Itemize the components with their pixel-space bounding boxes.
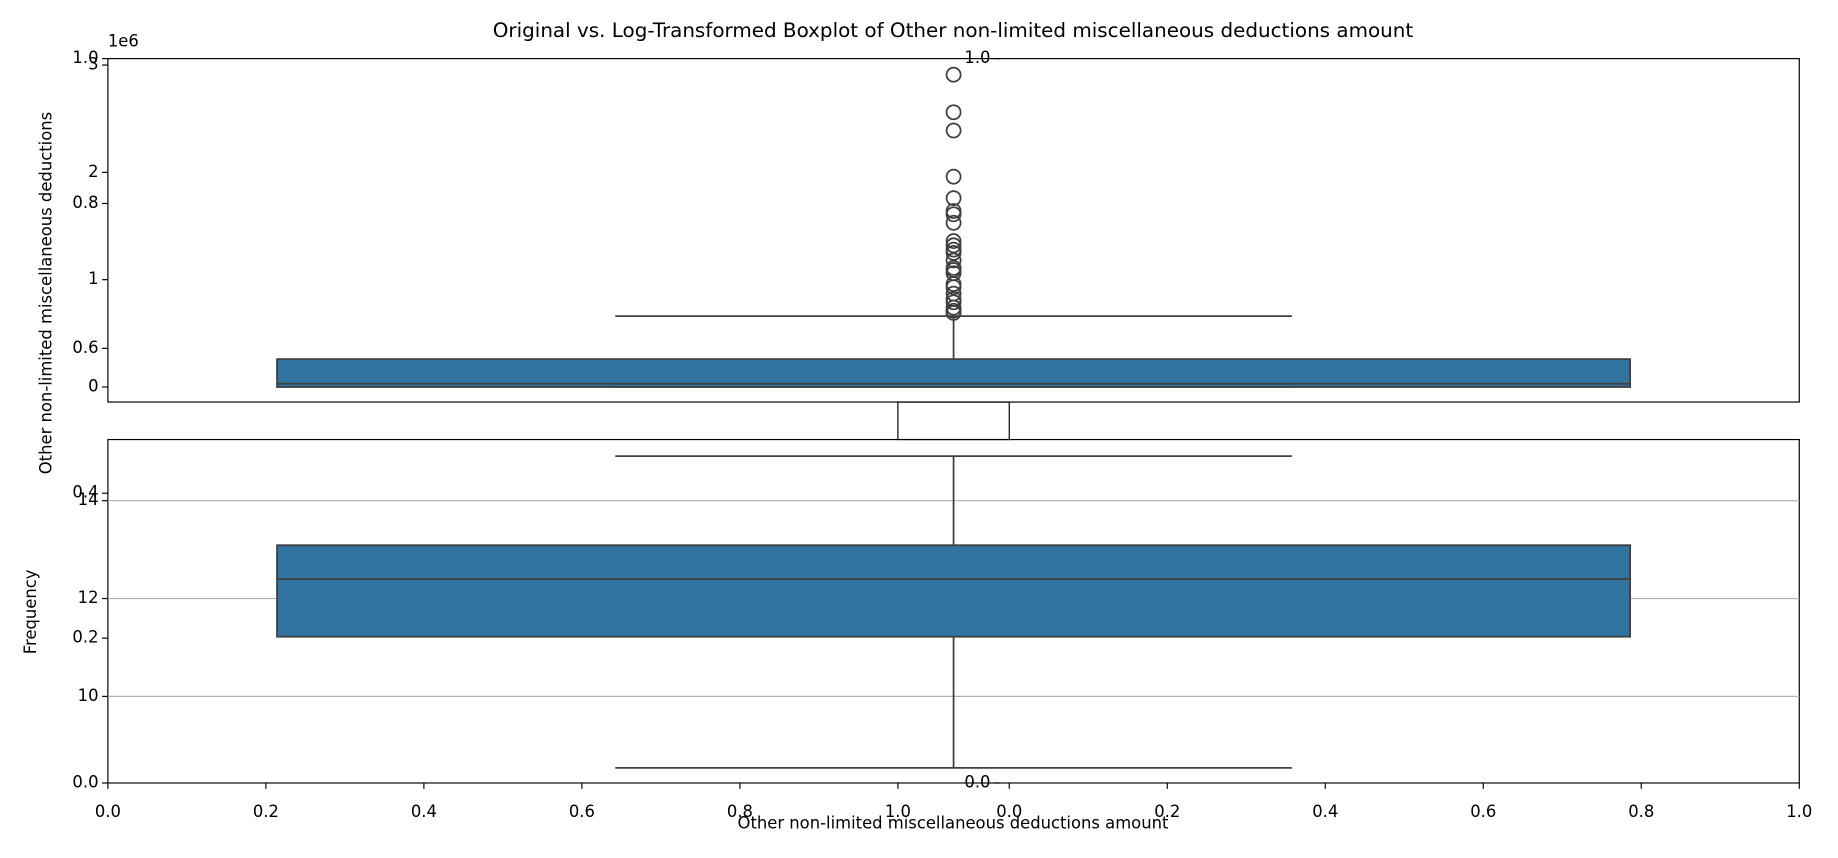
y-tick-label: 0.0 xyxy=(72,772,98,791)
outlier xyxy=(945,66,962,83)
outlier xyxy=(945,237,962,254)
x-tick-label: 0.2 xyxy=(253,802,279,821)
y-tick-label: 0.4 xyxy=(72,483,98,502)
y-axis-label: Frequency xyxy=(21,569,40,654)
outlier xyxy=(945,104,962,121)
y-tick-label: 1.0 xyxy=(964,48,990,67)
y-tick-label: 0.8 xyxy=(72,193,98,212)
x-tick-label: 0.8 xyxy=(1628,802,1654,821)
outlier xyxy=(945,305,962,321)
inset-frame xyxy=(897,401,1010,441)
y-tick-label: 12 xyxy=(78,588,99,607)
y-tick-label: 0.2 xyxy=(72,628,98,647)
outlier xyxy=(945,279,962,296)
x-tick-label: 0.6 xyxy=(1470,802,1496,821)
outlier xyxy=(945,252,962,269)
y-axis-label: Other non-limited miscellaneous deductio… xyxy=(36,112,55,474)
x-tick-label: 1.0 xyxy=(885,802,911,821)
box xyxy=(276,358,1632,388)
chart-title: Original vs. Log-Transformed Boxplot of … xyxy=(493,19,1414,42)
x-tick-label: 0.0 xyxy=(996,802,1022,821)
y-tick-label: 0 xyxy=(88,377,98,396)
y-tick-label: 1 xyxy=(88,269,98,288)
y-tick-label: 1.0 xyxy=(72,48,98,67)
x-tick-label: 0.8 xyxy=(727,802,753,821)
x-tick-label: 0.0 xyxy=(95,802,121,821)
outlier xyxy=(945,233,962,249)
y-tick-label: 14 xyxy=(78,490,99,509)
outlier xyxy=(945,294,962,311)
y-tick-label: 3 xyxy=(88,55,98,74)
x-tick-label: 1.0 xyxy=(1786,802,1812,821)
x-tick-label: 0.4 xyxy=(1312,802,1338,821)
offset-label: 1e6 xyxy=(108,32,139,51)
x-axis-label: Other non-limited miscellaneous deductio… xyxy=(738,814,1169,833)
outlier xyxy=(945,214,962,231)
outlier xyxy=(945,244,962,261)
outlier xyxy=(945,190,962,207)
box xyxy=(276,544,1632,638)
y-tick-label: 0.6 xyxy=(72,338,98,357)
outlier xyxy=(945,122,962,139)
y-tick-label: 0.0 xyxy=(964,772,990,791)
x-tick-label: 0.2 xyxy=(1154,802,1180,821)
top-axes-frame xyxy=(107,58,1800,403)
y-tick-label: 10 xyxy=(78,686,99,705)
x-tick-label: 0.4 xyxy=(411,802,437,821)
bottom-axes-frame xyxy=(107,438,1800,784)
outlier xyxy=(945,168,962,185)
x-tick-label: 0.6 xyxy=(569,802,595,821)
outlier xyxy=(945,206,962,223)
y-tick-label: 2 xyxy=(88,162,98,181)
